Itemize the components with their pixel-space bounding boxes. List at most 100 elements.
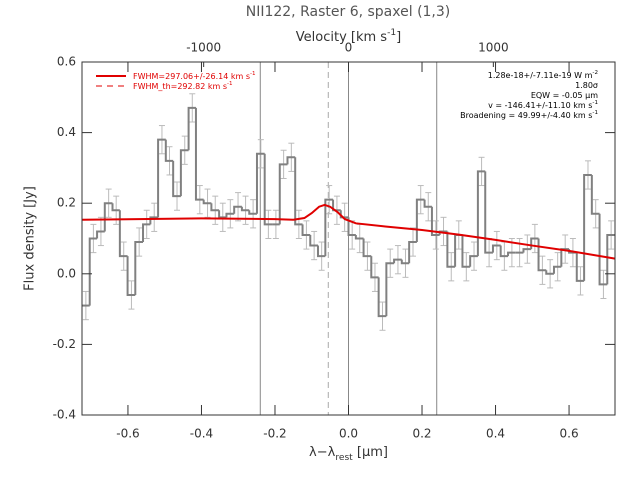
chart-title: NII122, Raster 6, spaxel (1,3) [246, 4, 451, 20]
histogram-step [225, 212, 235, 218]
histogram-step [194, 107, 204, 201]
histogram-step [202, 199, 212, 205]
y-tick-label: 0.2 [57, 196, 76, 210]
histogram-step [126, 256, 136, 296]
y-tick-label: 0.4 [57, 125, 76, 139]
histogram-step [301, 224, 311, 236]
histogram-step [118, 210, 128, 258]
x2-tick-label: 0 [345, 41, 353, 55]
annotation-text: 1.80σ [575, 81, 598, 90]
histogram-step [324, 198, 334, 257]
histogram-step [583, 173, 592, 281]
histogram-step [164, 139, 174, 162]
histogram-step [187, 106, 196, 151]
histogram-step [255, 152, 265, 214]
annotation-text: Broadening = 49.99+/-4.40 km s [460, 111, 592, 120]
annotation: EQW = -0.05 μm [531, 91, 598, 100]
legend-label-text: FWHM=297.06+/-26.14 km s [133, 72, 250, 81]
histogram-step [248, 210, 257, 215]
x-tick-label: 0.6 [560, 427, 579, 441]
annotation: Broadening = 49.99+/-4.40 km s-1 [460, 110, 598, 120]
histogram-step [491, 244, 501, 253]
x2-axis-label-end: ] [396, 30, 401, 45]
histogram-step [415, 198, 425, 243]
histogram-step [339, 210, 349, 219]
histogram-step [552, 265, 562, 274]
histogram-step [354, 234, 364, 240]
histogram-step [385, 262, 395, 317]
x2-axis-label-sup: -1 [387, 28, 396, 38]
histogram-step [103, 202, 113, 232]
histogram-step [294, 157, 303, 226]
histogram-step [446, 231, 456, 268]
y-tick-label: -0.4 [53, 408, 76, 422]
histogram-step [233, 205, 242, 214]
histogram-step [522, 248, 532, 253]
annotation-text: EQW = -0.05 μm [531, 91, 598, 100]
histogram-step [499, 245, 509, 258]
y-tick-label: 0.6 [57, 55, 76, 69]
x2-tick-label: 1000 [478, 41, 509, 55]
histogram-step [149, 216, 159, 225]
x-tick-label: 0.0 [339, 427, 358, 441]
annotation-text: v = -146.41+/-11.10 km s [488, 101, 592, 110]
histogram-step [476, 170, 486, 257]
histogram-step [545, 270, 554, 275]
histogram-step [461, 234, 471, 268]
histogram-step [393, 258, 402, 264]
histogram-step [347, 217, 356, 236]
histogram-step [316, 245, 326, 258]
annotation: 1.28e-18+/-7.11e-19 W m-2 [488, 70, 598, 80]
legend-label-sup: -1 [250, 71, 256, 77]
histogram-step [362, 238, 372, 258]
y-tick-label: 0.0 [57, 266, 76, 280]
histogram-step [240, 206, 250, 212]
histogram-step [142, 223, 151, 243]
histogram-step [537, 238, 547, 272]
x-axis-label-unit: [μm] [353, 445, 388, 460]
annotation: v = -146.41+/-11.10 km s-1 [488, 100, 598, 110]
histogram-step [278, 163, 288, 225]
histogram-step [484, 171, 493, 254]
histogram-step [598, 213, 608, 286]
annotation: 1.80σ [575, 81, 598, 90]
x-tick-label: -0.4 [190, 427, 213, 441]
histogram-step [430, 206, 440, 236]
fit-line [81, 203, 616, 260]
x2-tick-label: -1000 [186, 41, 221, 55]
histogram-step [606, 233, 615, 285]
histogram-step [134, 241, 144, 295]
histogram-step [507, 251, 516, 257]
histogram-step [423, 199, 432, 208]
legend-label: FWHM_th=292.82 km s-1 [133, 81, 233, 91]
x-axis-label-text: λ−λ [309, 445, 336, 460]
x-axis-label: λ−λrest [μm] [309, 445, 388, 463]
legend-label-text: FWHM_th=292.82 km s [133, 82, 227, 91]
x-axis-label-sub: rest [335, 453, 353, 463]
x-tick-label: 0.2 [412, 427, 431, 441]
x2-axis-label-text: Velocity [km s [296, 30, 388, 45]
histogram-step [157, 138, 166, 218]
annotation-sup: -1 [592, 100, 598, 106]
histogram-step [172, 160, 181, 198]
histogram-step [400, 259, 410, 265]
histogram-step [332, 199, 341, 212]
legend-label-sup: -1 [227, 81, 233, 87]
histogram-step [218, 210, 227, 219]
legend-label: FWHM=297.06+/-26.14 km s-1 [133, 71, 256, 81]
histogram-step [210, 203, 220, 212]
x-tick-label: 0.4 [486, 427, 505, 441]
y-axis-label: Flux density [Jy] [23, 186, 38, 291]
histogram-step [96, 230, 105, 239]
annotation-sup: -1 [592, 110, 598, 116]
histogram-step [286, 156, 296, 165]
x-tick-label: -0.2 [263, 427, 286, 441]
y-tick-label: -0.2 [53, 337, 76, 351]
x-tick-label: -0.6 [116, 427, 139, 441]
histogram-step [590, 174, 600, 215]
histogram-step [111, 203, 120, 212]
histogram-step [179, 149, 189, 197]
histogram-step [408, 241, 417, 264]
